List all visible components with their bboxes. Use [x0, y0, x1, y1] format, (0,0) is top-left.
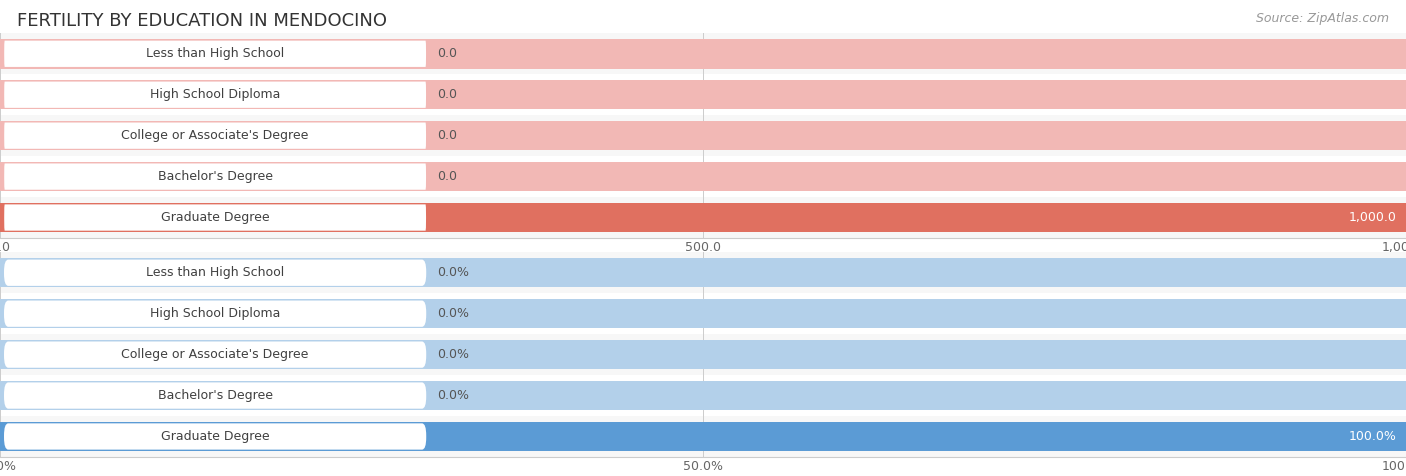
- Text: Less than High School: Less than High School: [146, 47, 284, 60]
- Text: High School Diploma: High School Diploma: [150, 307, 280, 320]
- Bar: [0, 33, 1406, 74]
- FancyBboxPatch shape: [4, 163, 426, 190]
- Text: Graduate Degree: Graduate Degree: [160, 430, 270, 443]
- Text: 0.0: 0.0: [437, 47, 457, 60]
- FancyBboxPatch shape: [4, 423, 426, 450]
- FancyBboxPatch shape: [4, 341, 426, 368]
- FancyBboxPatch shape: [4, 204, 426, 231]
- Text: 100.0%: 100.0%: [1348, 430, 1396, 443]
- Bar: [0, 203, 1406, 232]
- Bar: [0, 422, 1406, 451]
- Text: Less than High School: Less than High School: [146, 266, 284, 279]
- Text: 0.0%: 0.0%: [437, 348, 470, 361]
- FancyBboxPatch shape: [4, 40, 426, 67]
- Bar: [0, 80, 1406, 109]
- Text: 0.0: 0.0: [437, 88, 457, 101]
- FancyBboxPatch shape: [4, 300, 426, 327]
- Bar: [0, 258, 1406, 288]
- Text: Bachelor's Degree: Bachelor's Degree: [157, 389, 273, 402]
- Bar: [0, 121, 1406, 150]
- Bar: [0, 252, 1406, 293]
- Text: 0.0%: 0.0%: [437, 266, 470, 279]
- Bar: [0, 334, 1406, 375]
- Text: Source: ZipAtlas.com: Source: ZipAtlas.com: [1256, 12, 1389, 25]
- Text: 0.0: 0.0: [437, 170, 457, 183]
- Text: High School Diploma: High School Diploma: [150, 88, 280, 101]
- Bar: [0, 156, 1406, 197]
- Text: 0.0%: 0.0%: [437, 389, 470, 402]
- Bar: [0, 299, 1406, 328]
- Bar: [0, 381, 1406, 410]
- Text: 1,000.0: 1,000.0: [1348, 211, 1396, 224]
- Bar: [0, 74, 1406, 115]
- Text: Graduate Degree: Graduate Degree: [160, 211, 270, 224]
- Bar: [0, 340, 1406, 369]
- FancyBboxPatch shape: [4, 122, 426, 149]
- Text: 0.0: 0.0: [437, 129, 457, 142]
- Bar: [0, 39, 1406, 69]
- FancyBboxPatch shape: [4, 382, 426, 409]
- Text: College or Associate's Degree: College or Associate's Degree: [121, 129, 309, 142]
- Bar: [0, 375, 1406, 416]
- Text: College or Associate's Degree: College or Associate's Degree: [121, 348, 309, 361]
- Text: Bachelor's Degree: Bachelor's Degree: [157, 170, 273, 183]
- Bar: [0, 416, 1406, 457]
- Text: FERTILITY BY EDUCATION IN MENDOCINO: FERTILITY BY EDUCATION IN MENDOCINO: [17, 12, 387, 30]
- Bar: [0, 197, 1406, 238]
- Bar: [0, 162, 1406, 191]
- FancyBboxPatch shape: [4, 81, 426, 108]
- Bar: [0, 115, 1406, 156]
- Text: 0.0%: 0.0%: [437, 307, 470, 320]
- FancyBboxPatch shape: [4, 259, 426, 286]
- Bar: [0, 293, 1406, 334]
